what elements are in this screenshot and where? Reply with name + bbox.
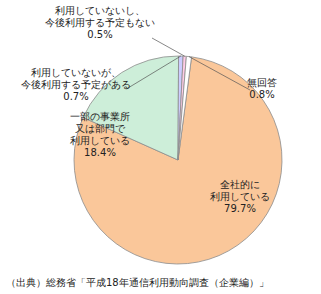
slice-label-line: 今後利用する予定がある bbox=[21, 79, 131, 90]
slice-label: 無回答 bbox=[247, 77, 277, 88]
leader-line bbox=[128, 56, 181, 88]
slice-label-line: 今後利用する予定もない bbox=[45, 17, 155, 28]
slice-label: 利用していないが、今後利用する予定がある bbox=[21, 67, 131, 90]
slice-label-line: 利用している bbox=[210, 191, 270, 202]
pie-slice bbox=[178, 56, 192, 160]
slice-label-line: 無回答 bbox=[247, 77, 277, 88]
data-label: 0.7% bbox=[63, 91, 88, 102]
data-label: 18.4% bbox=[84, 147, 116, 158]
slice-label-line: 利用していないが、 bbox=[31, 67, 121, 78]
source-note: （出典）総務省「平成18年通信利用動向調査（企業編）」 bbox=[6, 277, 269, 288]
data-label: 0.8% bbox=[249, 89, 274, 100]
leader-line bbox=[189, 57, 250, 90]
slice-label-line: 又は部門で bbox=[75, 123, 126, 134]
slice-label-line: 一部の事業所 bbox=[70, 111, 130, 122]
slice-label: 一部の事業所又は部門で利用している bbox=[70, 111, 130, 146]
chart: 全社的に利用している79.7%一部の事業所又は部門で利用している18.4%利用し… bbox=[0, 0, 321, 294]
slice-label-line: 全社的に bbox=[220, 179, 260, 190]
labels: 全社的に利用している79.7%一部の事業所又は部門で利用している18.4%利用し… bbox=[21, 5, 277, 214]
slice-label: 全社的に利用している bbox=[210, 179, 270, 202]
slice-label-line: 利用している bbox=[70, 135, 130, 146]
slice-label: 利用していないし、今後利用する予定もない bbox=[45, 5, 155, 28]
data-label: 79.7% bbox=[224, 203, 256, 214]
data-label: 0.5% bbox=[87, 29, 112, 40]
leader-line bbox=[152, 38, 185, 56]
slice-label-line: 利用していないし、 bbox=[55, 5, 145, 16]
